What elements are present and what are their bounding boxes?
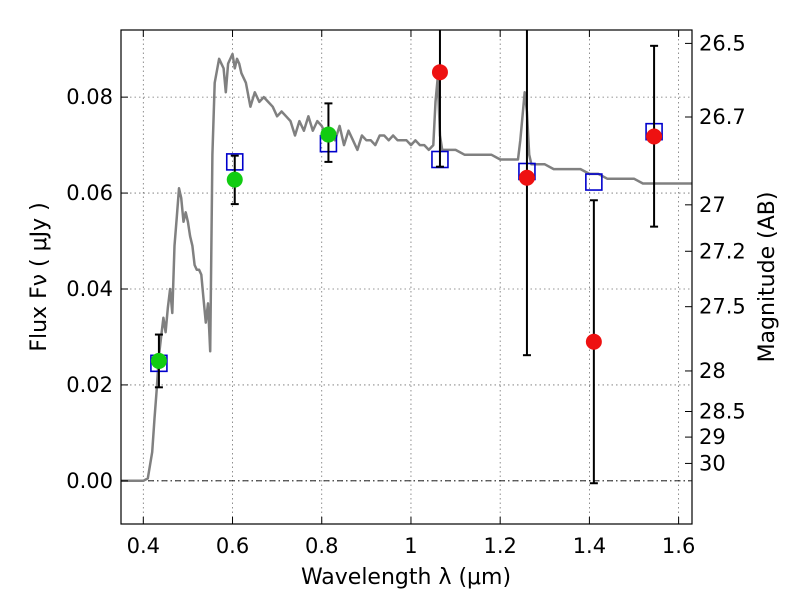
magnitude-tick-label: 28.5 bbox=[699, 400, 746, 424]
x-axis-label: Wavelength λ (μm) bbox=[301, 565, 511, 590]
model-flux-square bbox=[585, 173, 603, 191]
detection-point bbox=[320, 126, 337, 143]
measurement-point bbox=[585, 333, 602, 350]
y-tick-label: 0.00 bbox=[66, 469, 113, 493]
magnitude-tick-label: 29 bbox=[699, 425, 726, 449]
x-tick-label: 1 bbox=[404, 534, 417, 558]
measurement-point bbox=[431, 64, 448, 81]
template-spectrum-line bbox=[121, 52, 692, 483]
detection-point bbox=[226, 171, 243, 188]
detection-point bbox=[150, 352, 167, 369]
plot-frame bbox=[120, 29, 693, 525]
y-tick-label: 0.02 bbox=[66, 373, 113, 397]
x-tick-label: 0.6 bbox=[216, 534, 249, 558]
x-tick-label: 0.8 bbox=[305, 534, 338, 558]
magnitude-tick-label: 30 bbox=[699, 451, 726, 475]
x-tick-label: 1.6 bbox=[662, 534, 695, 558]
axis-ticks: 0.4 0.6 0.8 1 1.2 1.4 1.6 0.00 0.02 0.04 0.06 0.08 2… bbox=[66, 30, 746, 558]
plot-area bbox=[121, 30, 692, 485]
y-axis-label: Flux Fν ( μJy ) bbox=[27, 202, 52, 351]
magnitude-tick-label: 28 bbox=[699, 359, 726, 383]
x-tick-label: 1.2 bbox=[483, 534, 516, 558]
grid bbox=[121, 30, 692, 524]
y-tick-label: 0.06 bbox=[66, 181, 113, 205]
y-axis-label-right: Magnitude (AB) bbox=[755, 192, 780, 363]
magnitude-tick-label: 27.5 bbox=[699, 295, 746, 319]
magnitude-tick-label: 27.2 bbox=[699, 239, 746, 263]
magnitude-tick-label: 26.7 bbox=[699, 105, 746, 129]
measurement-point bbox=[518, 169, 535, 186]
y-tick-label: 0.04 bbox=[66, 277, 113, 301]
magnitude-tick-label: 27 bbox=[699, 193, 726, 217]
x-tick-label: 1.4 bbox=[573, 534, 606, 558]
measurement-point bbox=[646, 128, 663, 145]
magnitude-tick-label: 26.5 bbox=[699, 31, 746, 55]
x-tick-label: 0.4 bbox=[127, 534, 160, 558]
y-tick-label: 0.08 bbox=[66, 85, 113, 109]
